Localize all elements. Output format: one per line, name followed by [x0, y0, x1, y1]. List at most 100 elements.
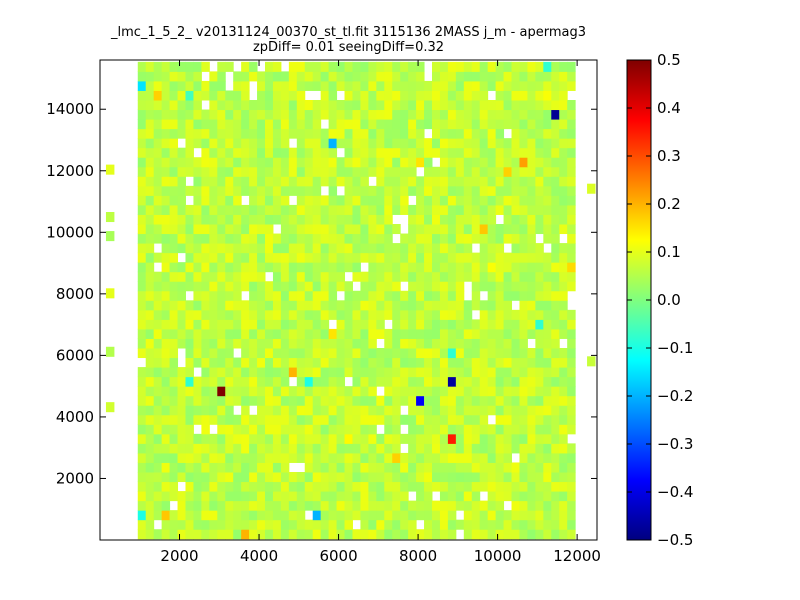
heatmap-cell [320, 204, 330, 215]
heatmap-cell [471, 147, 481, 158]
heatmap-cell [153, 462, 163, 473]
heatmap-cell [328, 109, 338, 120]
heatmap-cell [288, 166, 298, 177]
heatmap-cell [416, 271, 425, 282]
heatmap-cell [487, 395, 497, 406]
heatmap-cell [559, 386, 568, 397]
heatmap-cell [439, 424, 449, 435]
heatmap-cell [535, 529, 544, 540]
heatmap-cell [185, 328, 194, 339]
heatmap-cell [265, 481, 274, 492]
heatmap-cell [344, 262, 353, 273]
heatmap-cell [265, 491, 274, 502]
heatmap-cell [185, 376, 194, 387]
heatmap-cell [432, 233, 441, 244]
heatmap-cell [304, 138, 314, 149]
heatmap-cell [567, 462, 576, 473]
heatmap-cell [209, 157, 218, 168]
heatmap-cell [161, 357, 171, 368]
heatmap-cell [225, 224, 234, 235]
heatmap-cell [384, 414, 393, 425]
heatmap-cell [312, 147, 322, 158]
heatmap-cell [495, 367, 505, 378]
heatmap-cell [567, 386, 576, 397]
heatmap-cell [177, 300, 186, 311]
heatmap-cell [392, 138, 401, 149]
heatmap-cell [368, 185, 377, 196]
heatmap-cell [272, 309, 282, 320]
heatmap-cell [185, 166, 194, 177]
heatmap-cell [217, 138, 226, 149]
heatmap-cell [209, 472, 218, 483]
heatmap-cell [193, 166, 202, 177]
heatmap-cell [241, 376, 250, 387]
heatmap-cell [304, 338, 314, 349]
heatmap-cell [217, 424, 226, 435]
heatmap-cell [193, 519, 202, 530]
heatmap-cell [304, 414, 314, 425]
heatmap-cell [447, 233, 457, 244]
heatmap-cell [288, 357, 298, 368]
heatmap-cell [272, 529, 282, 540]
heatmap-cell [241, 243, 250, 254]
heatmap-cell [495, 109, 505, 120]
heatmap-cell [153, 452, 163, 463]
heatmap-cell [519, 147, 528, 158]
heatmap-cell [304, 195, 314, 206]
heatmap-cell [153, 204, 163, 215]
heatmap-cell [376, 128, 385, 139]
heatmap-cell [145, 233, 155, 244]
heatmap-cell [272, 281, 282, 292]
heatmap-cell [567, 309, 576, 320]
heatmap-cell [209, 500, 218, 511]
heatmap-cell [519, 138, 528, 149]
heatmap-cell [463, 376, 473, 387]
heatmap-cell [249, 147, 258, 158]
heatmap-cell [432, 262, 441, 273]
heatmap-cell [312, 491, 322, 502]
heatmap-cell [495, 224, 505, 235]
heatmap-cell [527, 510, 536, 521]
heatmap-cell [328, 204, 338, 215]
heatmap-cell [400, 147, 409, 158]
heatmap-cell [400, 376, 409, 387]
heatmap-cell [272, 233, 282, 244]
heatmap-cell [368, 414, 377, 425]
heatmap-cell [392, 109, 401, 120]
heatmap-cell [137, 71, 147, 82]
heatmap-cell [153, 71, 163, 82]
heatmap-cell [392, 290, 401, 301]
heatmap-cell [161, 271, 171, 282]
heatmap-cell [455, 100, 465, 111]
heatmap-cell [495, 100, 505, 111]
heatmap-cell [217, 119, 226, 130]
heatmap-cell [177, 328, 186, 339]
heatmap-cell [137, 290, 147, 301]
heatmap-cell [392, 71, 401, 82]
heatmap-cell [416, 157, 425, 168]
heatmap-cell [209, 80, 218, 91]
heatmap-cell [567, 491, 576, 502]
heatmap-cell [527, 90, 536, 101]
heatmap-cell [495, 195, 505, 206]
heatmap-cell [209, 491, 218, 502]
heatmap-cell [320, 529, 330, 540]
y-tick-label: 6000 [56, 346, 94, 364]
heatmap-cell [201, 147, 210, 158]
heatmap-cell [241, 300, 250, 311]
heatmap-cell [479, 176, 489, 187]
heatmap-cell [177, 195, 186, 206]
heatmap-cell [352, 224, 361, 235]
heatmap-cell [463, 204, 473, 215]
heatmap-cell [360, 157, 369, 168]
heatmap-cell [257, 100, 266, 111]
heatmap-cell [368, 252, 377, 263]
heatmap-cell [432, 252, 441, 263]
heatmap-cell [392, 271, 401, 282]
heatmap-cell [312, 204, 322, 215]
heatmap-cell [265, 300, 274, 311]
heatmap-cell [543, 80, 552, 91]
heatmap-cell [280, 338, 290, 349]
heatmap-cell [336, 472, 346, 483]
heatmap-cell [408, 290, 417, 301]
